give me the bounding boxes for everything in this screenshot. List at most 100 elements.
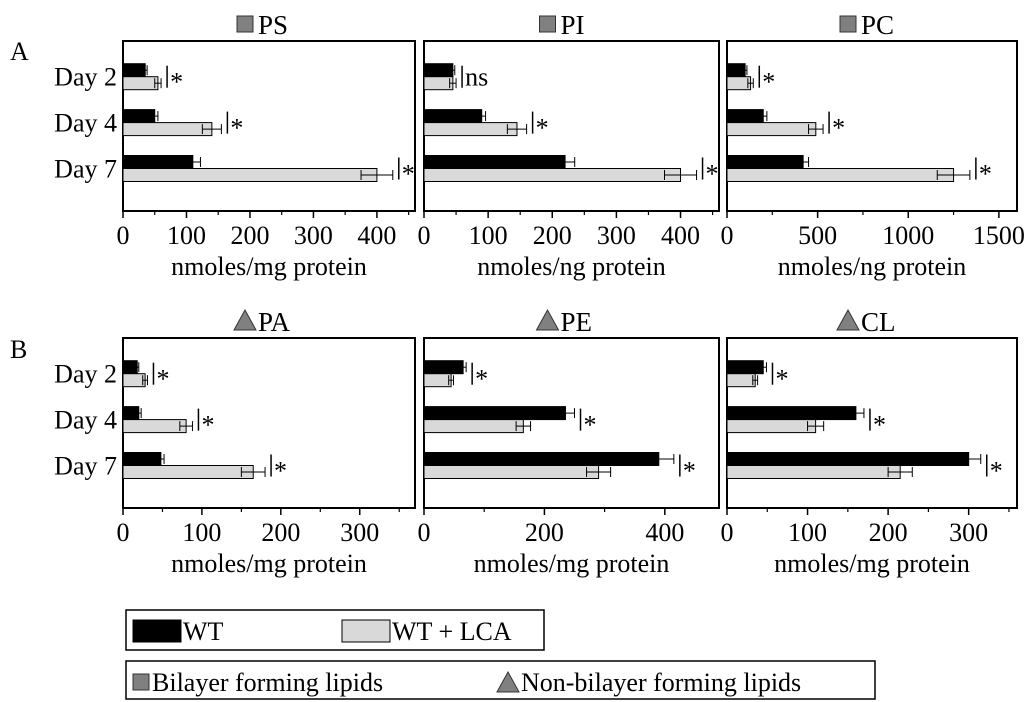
x-axis-label-pa: nmoles/mg protein: [171, 549, 367, 578]
x-tick-label-pe-200: 200: [525, 518, 564, 547]
sig-label-cl-day-2: *: [775, 365, 788, 394]
y-tick-label-ps-day-2: Day 2: [54, 63, 117, 92]
legend-lipid-frame: [125, 660, 876, 700]
bar-pa-wt-lca-day-4: [122, 419, 187, 434]
x-tick-label-pa-200: 200: [261, 518, 300, 547]
bar-pa-wt-lca-day-2: [122, 373, 146, 388]
bar-cl-wt-lca-day-7: [726, 465, 901, 479]
x-tick-label-ps-400: 400: [357, 221, 396, 250]
x-tick-label-pi-200: 200: [533, 221, 572, 250]
bar-pi-wt-day-4: [423, 109, 483, 124]
legend-series-frame: [125, 609, 545, 651]
title-triangle-icon-pe: [535, 308, 560, 331]
sig-label-pc-day-7: *: [979, 160, 992, 189]
sig-label-cl-day-7: *: [990, 457, 1003, 486]
sig-label-pe-day-2: *: [475, 365, 488, 394]
x-tick-label-ps-100: 100: [167, 221, 206, 250]
x-tick-label-pa-300: 300: [340, 518, 379, 547]
bar-pc-wt-day-2: [726, 63, 746, 78]
x-tick-label-cl-100: 100: [788, 518, 827, 547]
sig-label-pi-day-4: *: [536, 114, 549, 143]
bar-pa-wt-day-7: [122, 452, 162, 466]
bilayer-square-icon: [132, 673, 150, 691]
sig-label-pi-day-2: ns: [465, 63, 488, 92]
legend-label-bilayer: Bilayer forming lipids: [152, 668, 383, 697]
x-tick-label-cl-300: 300: [949, 518, 988, 547]
chart-title-ps: PS: [258, 10, 288, 40]
nonbilayer-triangle-icon: [496, 670, 520, 693]
legend-label-nonbilayer: Non-bilayer forming lipids: [521, 668, 801, 697]
x-axis-label-ps: nmoles/mg protein: [171, 252, 367, 281]
x-tick-label-pc-0: 0: [721, 221, 734, 250]
bar-pi-wt-lca-day-4: [423, 122, 518, 137]
bar-pc-wt-lca-day-7: [726, 168, 955, 182]
bar-pe-wt-day-4: [423, 406, 566, 421]
sig-label-pa-day-7: *: [274, 457, 287, 486]
bar-cl-wt-day-2: [726, 360, 764, 375]
x-tick-label-pi-400: 400: [661, 221, 700, 250]
x-axis-label-cl: nmoles/mg protein: [774, 549, 970, 578]
x-tick-label-ps-200: 200: [230, 221, 269, 250]
title-square-icon-pi: [539, 15, 556, 33]
y-tick-label-pa-day-4: Day 4: [54, 406, 117, 435]
bar-ps-wt-lca-day-2: [122, 76, 159, 91]
x-tick-label-pe-400: 400: [645, 518, 684, 547]
panel-label-b: B: [10, 335, 27, 364]
chart-title-pe: PE: [561, 307, 593, 337]
sig-label-pi-day-7: *: [706, 160, 719, 189]
y-tick-label-ps-day-7: Day 7: [54, 155, 117, 184]
y-tick-label-pa-day-7: Day 7: [54, 452, 117, 481]
bar-pi-wt-day-7: [423, 155, 566, 169]
x-axis-label-pc: nmoles/ng protein: [778, 252, 966, 281]
bar-pa-wt-lca-day-7: [122, 465, 254, 479]
x-tick-label-cl-200: 200: [869, 518, 908, 547]
sig-label-pa-day-2: *: [156, 365, 169, 394]
bar-pe-wt-lca-day-2: [423, 373, 452, 388]
bar-ps-wt-day-7: [122, 155, 194, 169]
y-tick-label-ps-day-4: Day 4: [54, 109, 117, 138]
bar-pe-wt-lca-day-7: [423, 465, 600, 479]
sig-label-pa-day-4: *: [201, 411, 214, 440]
sig-label-pc-day-4: *: [832, 114, 845, 143]
x-tick-label-pc-1500: 1500: [973, 221, 1025, 250]
sig-label-ps-day-4: *: [230, 114, 243, 143]
x-tick-label-ps-0: 0: [117, 221, 130, 250]
x-axis-label-pe: nmoles/mg protein: [474, 549, 670, 578]
x-tick-label-pa-0: 0: [117, 518, 130, 547]
x-tick-label-pi-100: 100: [469, 221, 508, 250]
sig-label-ps-day-7: *: [402, 160, 415, 189]
bar-pc-wt-lca-day-2: [726, 76, 752, 91]
sig-label-pe-day-4: *: [584, 411, 597, 440]
chart-title-pi: PI: [561, 10, 585, 40]
title-triangle-icon-cl: [836, 308, 860, 331]
chart-title-pa: PA: [258, 307, 291, 337]
sig-label-ps-day-2: *: [170, 68, 183, 97]
x-tick-label-pc-500: 500: [798, 221, 837, 250]
y-tick-label-pa-day-2: Day 2: [54, 360, 117, 389]
bar-pe-wt-day-2: [423, 360, 464, 375]
x-tick-label-pa-100: 100: [182, 518, 221, 547]
legend-swatch-wt-lca: [341, 619, 391, 643]
legend-label-wt-lca: WT + LCA: [392, 617, 512, 646]
bar-pi-wt-day-2: [423, 63, 454, 78]
sig-label-pc-day-2: *: [762, 68, 775, 97]
bar-pa-wt-day-2: [122, 360, 138, 375]
x-tick-label-pi-300: 300: [597, 221, 636, 250]
x-tick-label-pe-0: 0: [418, 518, 431, 547]
bar-cl-wt-day-7: [726, 452, 970, 466]
bar-ps-wt-day-4: [122, 109, 156, 124]
x-tick-label-pc-1000: 1000: [882, 221, 934, 250]
bar-ps-wt-day-2: [122, 63, 146, 78]
bar-pe-wt-lca-day-4: [423, 419, 524, 434]
bar-cl-wt-day-4: [726, 406, 857, 421]
title-triangle-icon-pa: [233, 308, 257, 331]
title-square-icon-pc: [839, 15, 857, 33]
legend-swatch-wt: [132, 619, 182, 643]
panel-label-a: A: [10, 37, 29, 66]
